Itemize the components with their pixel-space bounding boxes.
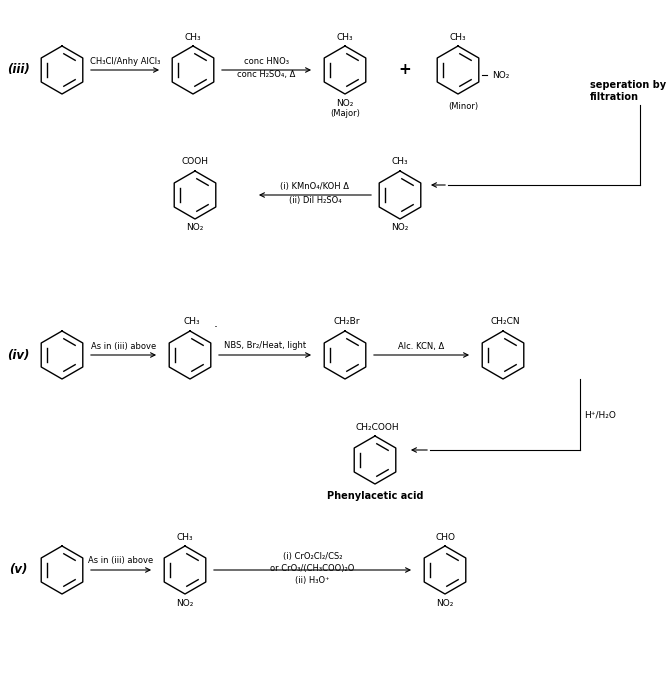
Text: CH₃: CH₃ <box>392 158 408 166</box>
Text: CH₂CN: CH₂CN <box>490 318 519 327</box>
Text: +: + <box>399 63 412 78</box>
Text: or CrO₃/(CH₃COO)₂O: or CrO₃/(CH₃COO)₂O <box>270 563 355 572</box>
Text: Phenylacetic acid: Phenylacetic acid <box>327 491 424 501</box>
Text: (ii) H₃O⁺: (ii) H₃O⁺ <box>295 576 330 584</box>
Text: (Minor): (Minor) <box>448 102 478 110</box>
Text: H⁺/H₂O: H⁺/H₂O <box>584 410 616 419</box>
Text: NO₂: NO₂ <box>436 599 454 608</box>
Text: (v): (v) <box>9 563 27 576</box>
Text: (iv): (iv) <box>7 349 29 361</box>
Text: NBS, Br₂/Heat, light: NBS, Br₂/Heat, light <box>224 342 306 351</box>
Text: Alc. KCN, Δ: Alc. KCN, Δ <box>398 342 445 351</box>
Text: CH₃Cl/Anhy AlCl₃: CH₃Cl/Anhy AlCl₃ <box>90 57 161 65</box>
Text: CH₃: CH₃ <box>184 318 200 327</box>
Text: (i) KMnO₄/KOH Δ: (i) KMnO₄/KOH Δ <box>280 181 350 190</box>
Text: conc HNO₃: conc HNO₃ <box>244 57 289 65</box>
Text: CHO: CHO <box>435 533 455 542</box>
Text: NO₂: NO₂ <box>176 599 194 608</box>
Text: filtration: filtration <box>590 92 639 102</box>
Text: (i) CrO₂Cl₂/CS₂: (i) CrO₂Cl₂/CS₂ <box>283 552 342 561</box>
Text: NO₂: NO₂ <box>492 70 509 80</box>
Text: ·: · <box>214 321 218 334</box>
Text: As in (iii) above: As in (iii) above <box>91 342 156 351</box>
Text: CH₃: CH₃ <box>337 33 353 42</box>
Text: (ii) Dil H₂SO₄: (ii) Dil H₂SO₄ <box>288 196 342 205</box>
Text: COOH: COOH <box>182 158 208 166</box>
Text: CH₃: CH₃ <box>450 33 466 42</box>
Text: CH₃: CH₃ <box>184 33 201 42</box>
Text: NO₂: NO₂ <box>336 98 354 108</box>
Text: conc H₂SO₄, Δ: conc H₂SO₄, Δ <box>237 70 296 80</box>
Text: CH₃: CH₃ <box>176 533 193 542</box>
Text: CH₂COOH: CH₂COOH <box>355 423 399 432</box>
Text: (Major): (Major) <box>330 108 360 117</box>
Text: (iii): (iii) <box>7 63 29 76</box>
Text: NO₂: NO₂ <box>392 224 409 233</box>
Text: NO₂: NO₂ <box>186 224 204 233</box>
Text: seperation by: seperation by <box>590 80 666 90</box>
Text: CH₂Br: CH₂Br <box>334 318 360 327</box>
Text: As in (iii) above: As in (iii) above <box>89 557 154 565</box>
